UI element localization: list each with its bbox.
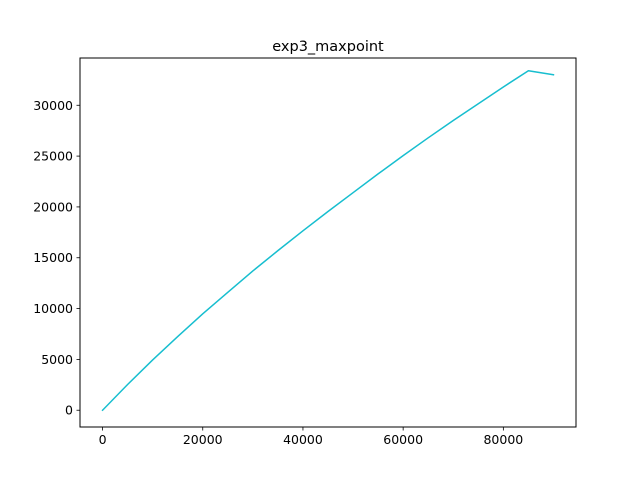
- chart-title: exp3_maxpoint: [272, 39, 384, 55]
- x-tick-label: 40000: [283, 432, 323, 447]
- x-tick-label: 0: [99, 432, 107, 447]
- series-line-0: [101, 69, 555, 412]
- y-tick-label: 30000: [33, 98, 73, 113]
- y-tick-label: 25000: [33, 149, 73, 164]
- y-tick-label: 15000: [33, 250, 73, 265]
- x-tick-label: 60000: [383, 432, 423, 447]
- y-tick-label: 10000: [33, 301, 73, 316]
- y-tick-label: 20000: [33, 199, 73, 214]
- y-tick-label: 5000: [41, 352, 73, 367]
- plot-frame: [79, 57, 577, 428]
- plot-area: 0 20000 40000 60000 80000 0 5000 10000 15000 2000…: [33, 57, 577, 447]
- x-tick-label: 20000: [183, 432, 223, 447]
- y-tick-label: 0: [65, 403, 73, 418]
- x-tick-label: 80000: [483, 432, 523, 447]
